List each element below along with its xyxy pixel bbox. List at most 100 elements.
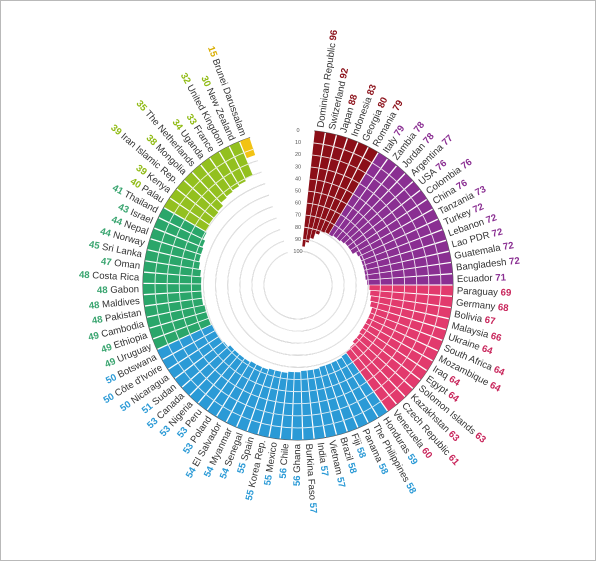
bar-the-philippines xyxy=(336,357,378,423)
country-name: Gabon xyxy=(110,284,139,296)
country-value: 61 xyxy=(446,452,462,468)
country-value: 56 xyxy=(277,468,289,480)
bar-the-netherlands xyxy=(192,164,227,203)
bar-nigeria xyxy=(190,350,240,403)
country-label: Ecuador 71 xyxy=(457,272,507,285)
country-name: Fiji xyxy=(349,432,364,447)
country-name: Germany xyxy=(455,297,496,312)
country-value: 55 xyxy=(235,461,249,475)
country-label: Bolivia 67 xyxy=(453,309,496,327)
country-label: India 57 xyxy=(315,442,331,477)
bar-uruguay xyxy=(152,318,211,349)
country-value: 45 xyxy=(88,239,101,252)
bar-bolivia xyxy=(370,296,452,319)
country-value: 55 xyxy=(243,488,256,502)
bar-spain xyxy=(247,368,275,435)
country-value: 64 xyxy=(480,343,494,357)
country-value: 43 xyxy=(116,201,130,215)
country-value: 49 xyxy=(103,356,117,370)
country-value: 58 xyxy=(404,481,419,496)
bar-solomon-islands xyxy=(356,333,421,389)
country-name: Mexico xyxy=(264,441,279,473)
country-value: 15 xyxy=(206,45,220,59)
country-value: 56 xyxy=(291,475,302,486)
bar-ghana xyxy=(292,372,303,441)
bar-ethiopia xyxy=(149,312,209,339)
country-label: 48 Costa Rica xyxy=(79,269,140,283)
bar-romania xyxy=(325,147,378,235)
country-value: 57 xyxy=(335,476,348,489)
bar-mexico xyxy=(269,371,288,439)
bar-myanmar xyxy=(226,364,263,427)
scale-tick-label: 0 xyxy=(296,128,299,134)
country-value: 60 xyxy=(419,445,434,460)
country-value: 67 xyxy=(484,314,496,327)
bar-nepal xyxy=(150,228,204,255)
bar-grid-line xyxy=(251,238,345,332)
country-value: 71 xyxy=(495,272,507,283)
bar-maldives xyxy=(143,291,202,306)
bar-gabon xyxy=(143,284,202,295)
bar-grid-line xyxy=(227,214,369,356)
scale-tick-label: 20 xyxy=(295,152,301,158)
country-value: 72 xyxy=(485,212,499,226)
country-name: Oman xyxy=(114,257,141,271)
country-name: Costa Rica xyxy=(92,270,140,283)
bar-pakistan xyxy=(144,298,204,317)
bar-brazil xyxy=(319,365,347,435)
country-value: 88 xyxy=(346,92,360,106)
country-value: 78 xyxy=(421,130,437,146)
bar-iran-islamic-rep- xyxy=(176,180,219,218)
country-value: 76 xyxy=(459,156,474,171)
country-value: 44 xyxy=(110,214,124,228)
bar-sri-lanka xyxy=(145,250,201,269)
country-value: 57 xyxy=(307,502,319,513)
country-value: 57 xyxy=(318,465,330,477)
bar-ecuador xyxy=(366,274,453,285)
country-value: 49 xyxy=(87,330,100,343)
bar-honduras xyxy=(341,353,388,418)
country-value: 80 xyxy=(375,95,389,109)
country-label: Paraguay 69 xyxy=(457,285,512,298)
country-label: Fiji 58 xyxy=(349,432,369,460)
country-value: 66 xyxy=(490,330,503,343)
bar-c-te-d-ivoire xyxy=(162,330,219,369)
bar-vietnam xyxy=(313,368,336,438)
bar-peru xyxy=(198,354,245,410)
bar-kenya xyxy=(170,189,214,225)
country-label: 48 Gabon xyxy=(97,284,139,296)
bar-panama xyxy=(331,360,368,428)
country-value: 64 xyxy=(492,364,507,379)
bar-germany xyxy=(369,290,453,307)
country-value: 72 xyxy=(508,255,520,267)
bar-egypt xyxy=(359,328,427,380)
scale-tick-label: 100 xyxy=(293,249,302,255)
bar-fiji xyxy=(325,363,358,432)
bar-paraguay xyxy=(369,285,453,296)
country-value: 68 xyxy=(497,302,509,314)
bar-switzerland xyxy=(305,132,336,243)
country-value: 63 xyxy=(473,430,488,445)
scale-tick-label: 80 xyxy=(295,225,301,231)
bar-indonesia xyxy=(315,138,358,235)
bar-tanzania xyxy=(356,209,438,257)
country-value: 72 xyxy=(491,226,504,239)
bar-mozambique xyxy=(365,318,438,361)
country-name: Ecuador xyxy=(457,272,494,284)
bar-lao-pdr xyxy=(363,240,450,270)
country-label: 48 Maldives xyxy=(88,295,140,311)
bar-grid-line xyxy=(263,250,333,320)
bar-israel xyxy=(154,218,206,247)
bar-new-zealand xyxy=(229,141,253,179)
bar-italy xyxy=(328,152,388,237)
country-value: 48 xyxy=(97,284,109,295)
bar-cambodia xyxy=(146,305,206,328)
country-value: 73 xyxy=(473,183,488,198)
bar-botswana xyxy=(157,324,215,360)
bar-turkey xyxy=(359,219,443,261)
country-value: 30 xyxy=(199,74,213,88)
country-value: 59 xyxy=(405,452,420,467)
bar-grid-line xyxy=(239,226,357,344)
bar-south-africa xyxy=(368,313,443,351)
